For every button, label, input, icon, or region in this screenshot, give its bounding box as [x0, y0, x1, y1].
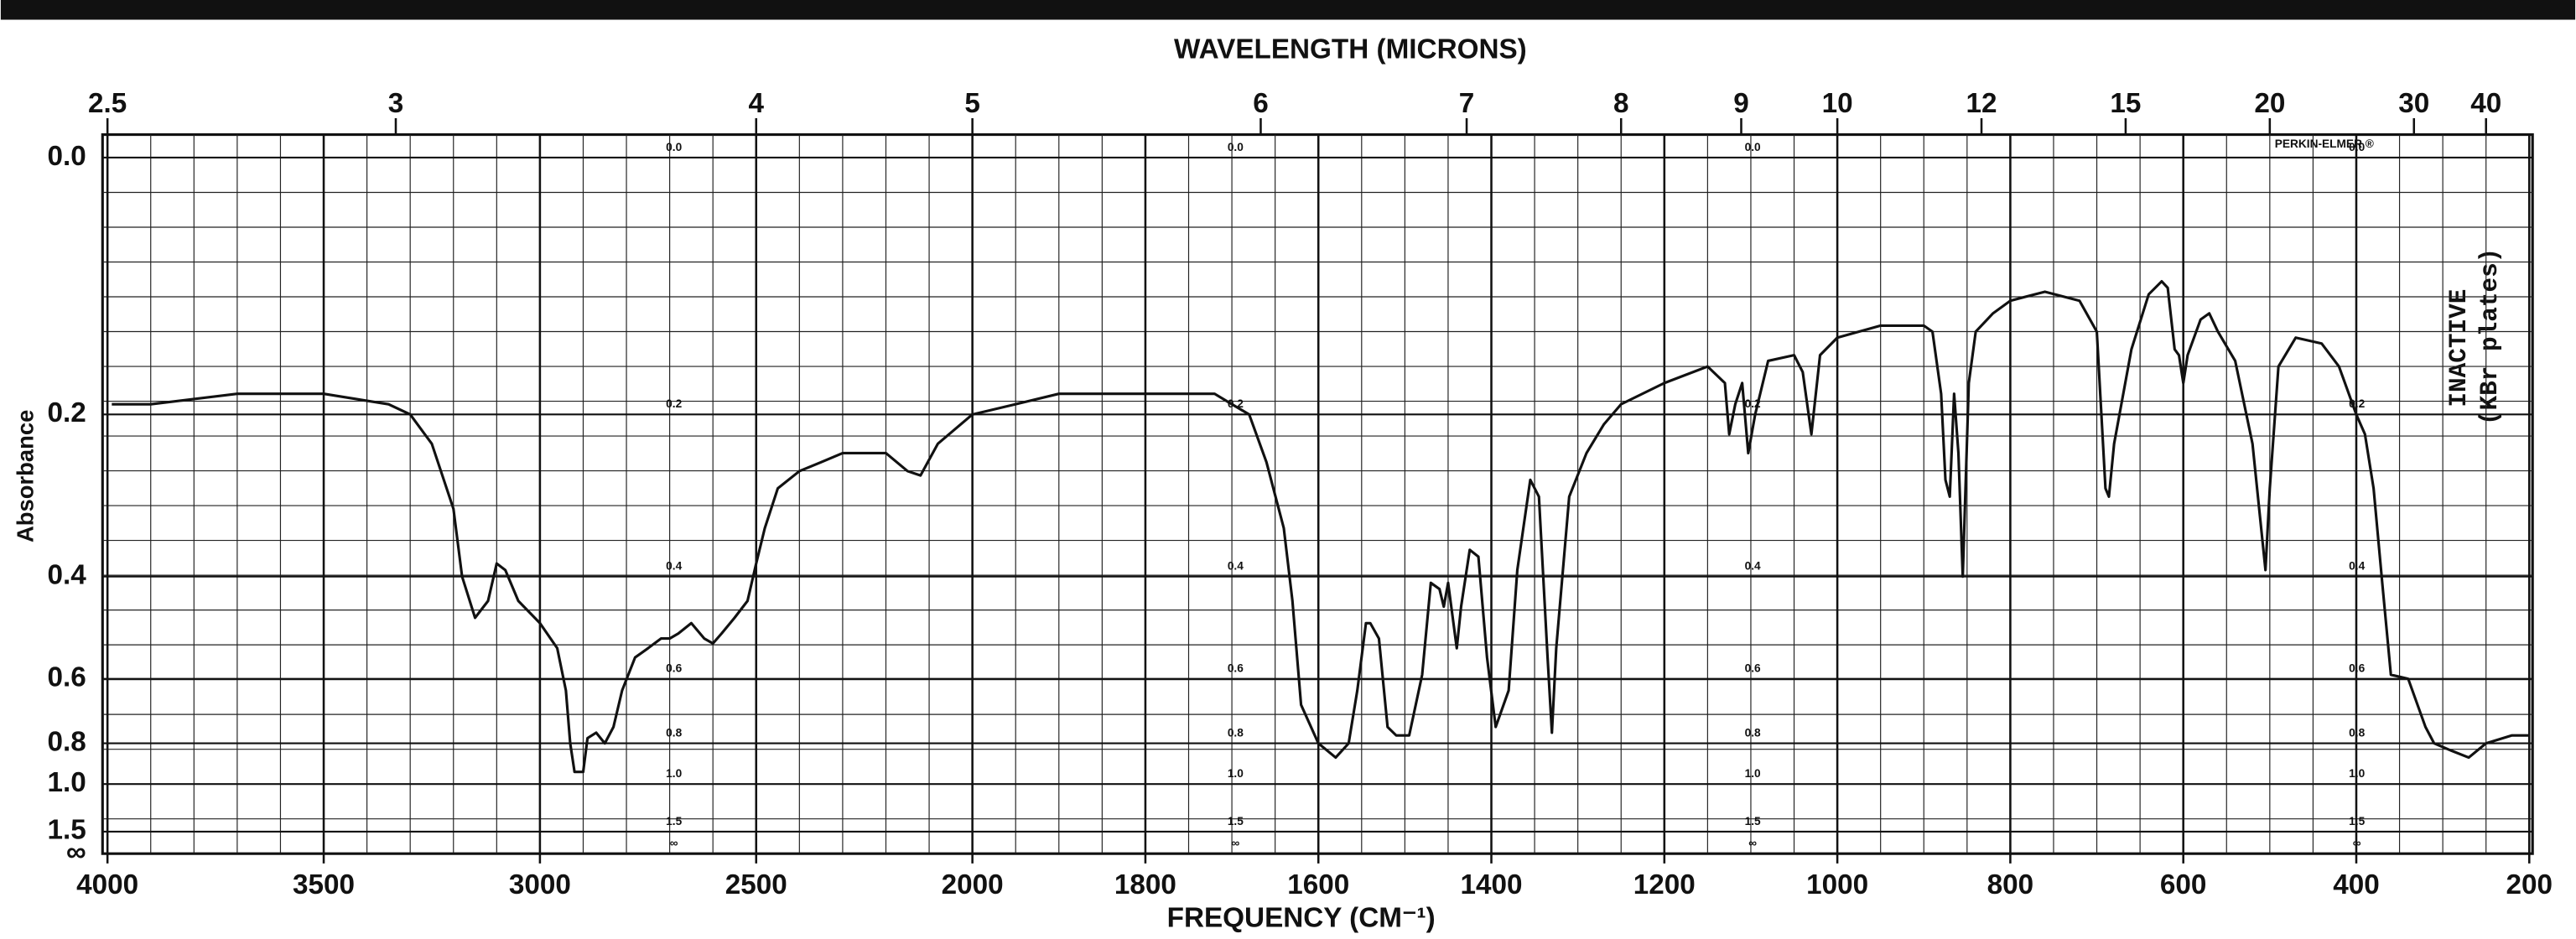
inner-scale-label: 0.6 [1745, 662, 1761, 675]
y-tick-label: 0.0 [47, 141, 86, 172]
inner-scale-label: 1.5 [1228, 815, 1244, 827]
inner-scale-label: 0.8 [666, 726, 682, 739]
y-tick-label: 0.8 [47, 726, 86, 757]
scan-band [0, 0, 2576, 20]
inner-scale-label: 0.4 [1228, 560, 1244, 573]
x2-tick-label: 15 [2110, 88, 2141, 119]
brand: PERKIN-ELMER ® [2275, 137, 2374, 150]
x2-tick-label: 40 [2470, 88, 2501, 119]
inner-scale-label: 1.0 [1745, 767, 1761, 780]
x-tick-label: 3000 [509, 869, 571, 900]
x-tick-label: 1000 [1806, 869, 1868, 900]
inner-scale-label: 0.6 [1228, 662, 1244, 675]
inner-scale-label: 0.2 [666, 397, 682, 410]
inner-scale-label: 0.4 [666, 560, 682, 573]
x-tick-label: 800 [1987, 869, 2034, 900]
inner-scale-label: 1.0 [666, 767, 682, 780]
x-axis-label: FREQUENCY (CM⁻¹) [1167, 902, 1436, 933]
x-tick-label: 3500 [293, 869, 355, 900]
inner-scale-label: 0.0 [1228, 141, 1244, 153]
note: (KBr plates) [2476, 248, 2504, 425]
inner-scale-label: 0.0 [1745, 141, 1761, 153]
note: INACTIVE [2445, 289, 2473, 407]
inner-scale-label: 0.0 [666, 141, 682, 153]
y-tick-label: 1.5 [47, 815, 86, 846]
x2-tick-label: 20 [2254, 88, 2285, 119]
inner-scale-label: 1.5 [666, 815, 682, 827]
x-tick-label: 400 [2333, 869, 2380, 900]
inner-scale-label: ∞ [1231, 837, 1239, 849]
x-tick-label: 2000 [942, 869, 1004, 900]
x2-tick-label: 5 [964, 88, 980, 119]
x-tick-label: 600 [2160, 869, 2207, 900]
x2-tick-label: 30 [2398, 88, 2429, 119]
inner-scale-label: 0.8 [1228, 726, 1244, 739]
inner-scale-label: 1.0 [1228, 767, 1244, 780]
y-tick-label: 1.0 [47, 767, 86, 798]
y-tick-label: ∞ [66, 837, 86, 868]
x-tick-label: 1400 [1461, 869, 1523, 900]
inner-scale-label: 1.5 [1745, 815, 1761, 827]
x2-tick-label: 4 [749, 88, 765, 119]
y-tick-label: 0.6 [47, 661, 86, 693]
inner-scale-label: 0.2 [1228, 397, 1244, 410]
y-tick-label: 0.4 [47, 559, 86, 590]
x2-tick-label: 8 [1613, 88, 1629, 119]
x-tick-label: 1600 [1287, 869, 1349, 900]
x-tick-label: 1200 [1633, 869, 1696, 900]
x-tick-label: 200 [2506, 869, 2553, 900]
x2-tick-label: 3 [388, 88, 404, 119]
x2-tick-label: 9 [1733, 88, 1749, 119]
y-tick-label: 0.2 [47, 397, 86, 428]
inner-scale-label: 0.6 [666, 662, 682, 675]
x2-tick-label: 2.5 [88, 88, 127, 119]
chart-title: WAVELENGTH (MICRONS) [1174, 34, 1527, 65]
inner-scale-label: ∞ [1748, 837, 1757, 849]
inner-scale-label: 0.4 [1745, 560, 1761, 573]
x2-tick-label: 12 [1966, 88, 1997, 119]
inner-scale-label: ∞ [670, 837, 678, 849]
x2-tick-label: 10 [1822, 88, 1853, 119]
x2-tick-label: 6 [1253, 88, 1269, 119]
y-axis-label: Absorbance [12, 410, 38, 542]
x-tick-label: 1800 [1114, 869, 1176, 900]
spectrum-line [112, 279, 2530, 774]
inner-scale-label: 0.8 [1745, 726, 1761, 739]
x-tick-label: 4000 [76, 869, 138, 900]
x-tick-label: 2500 [725, 869, 787, 900]
x2-tick-label: 7 [1459, 88, 1475, 119]
